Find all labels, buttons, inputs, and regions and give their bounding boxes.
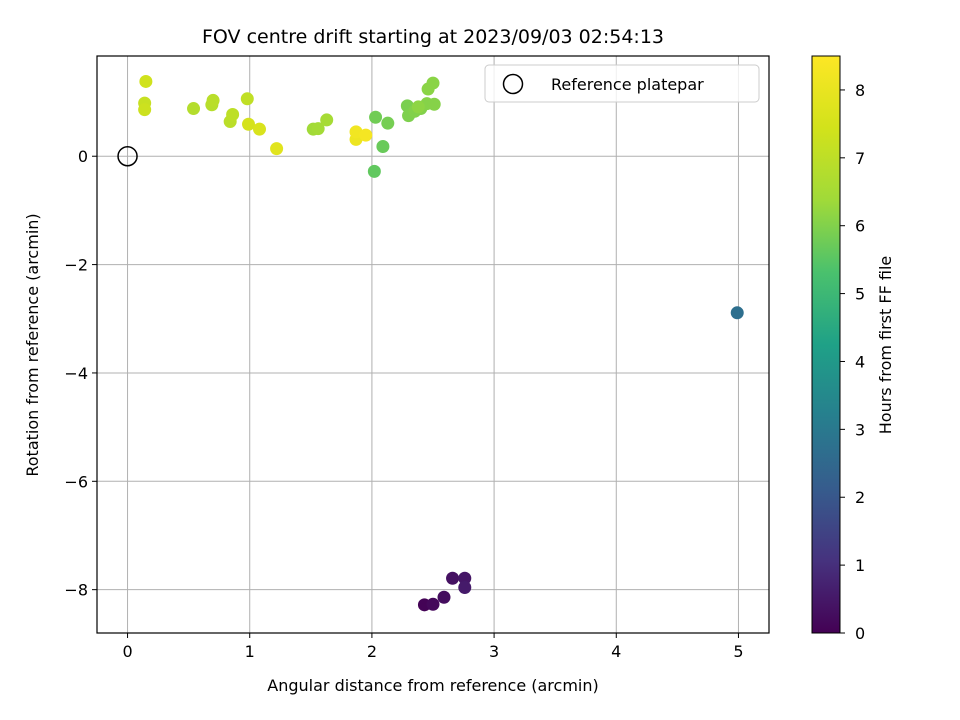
scatter-point: [349, 125, 363, 139]
scatter-point: [411, 100, 425, 114]
plot-area: [97, 56, 769, 633]
scatter-point: [206, 93, 220, 107]
colorbar-tick-label: 7: [855, 149, 865, 168]
scatter-point: [367, 164, 381, 178]
y-tick-label: −4: [64, 364, 88, 383]
x-axis-ticks: 0 1 2 3 4 5: [122, 633, 744, 661]
reference-platepar-marker: [117, 145, 138, 167]
y-axis-ticks: 0 −2 −4 −6 −8: [64, 147, 97, 600]
scatter-point: [240, 92, 254, 106]
scatter-point: [187, 102, 201, 116]
plot-frame: [96, 55, 770, 634]
colorbar-ticks: 0 1 2 3 4 5 6 7 8: [840, 81, 865, 643]
chart-title: FOV centre drift starting at 2023/09/03 …: [202, 26, 664, 48]
colorbar-tick-label: 6: [855, 217, 865, 236]
colorbar-tick-label: 3: [855, 420, 865, 439]
x-tick-label: 2: [367, 642, 377, 661]
scatter-point: [446, 571, 460, 585]
x-axis-label: Angular distance from reference (arcmin): [267, 676, 598, 695]
grid: [97, 56, 769, 633]
scatter-point: [320, 113, 334, 127]
colorbar-tick-label: 4: [855, 352, 865, 371]
x-tick-label: 0: [122, 642, 132, 661]
legend-box: [484, 64, 760, 103]
legend-label-reference: Reference platepar: [551, 75, 704, 94]
scatter-point: [138, 103, 152, 117]
scatter-point: [458, 580, 472, 594]
x-tick-label: 1: [245, 642, 255, 661]
scatter-point: [359, 128, 373, 142]
scatter-point: [369, 110, 383, 124]
legend-reference-marker: [502, 73, 524, 95]
colorbar-label: Hours from first FF file: [876, 256, 895, 435]
scatter-point: [311, 122, 325, 136]
y-tick-label: −8: [64, 581, 88, 600]
colorbar-tick-label: 5: [855, 285, 865, 304]
x-tick-label: 3: [489, 642, 499, 661]
legend: Reference platepar: [484, 64, 760, 103]
scatter-points: [138, 74, 744, 612]
scatter-point: [381, 116, 395, 130]
colorbar-tick-label: 2: [855, 488, 865, 507]
scatter-point: [253, 122, 267, 136]
scatter-point: [426, 76, 440, 90]
scatter-point: [458, 571, 472, 585]
y-tick-label: −6: [64, 472, 88, 491]
scatter-point: [139, 74, 153, 88]
scatter-point: [427, 97, 441, 111]
scatter-point: [376, 139, 390, 153]
y-tick-label: 0: [78, 147, 88, 166]
scatter-point: [426, 597, 440, 611]
x-tick-label: 5: [733, 642, 743, 661]
scatter-point: [437, 590, 451, 604]
colorbar-tick-label: 1: [855, 556, 865, 575]
scatter-point: [730, 306, 744, 320]
colorbar-tick-label: 0: [855, 624, 865, 643]
scatter-point: [226, 108, 240, 122]
scatter-point: [242, 117, 256, 131]
y-axis-label: Rotation from reference (arcmin): [23, 213, 42, 476]
colorbar: 0 1 2 3 4 5 6 7 8 Hours from first FF file: [811, 55, 895, 643]
y-tick-label: −2: [64, 256, 88, 275]
scatter-point: [270, 142, 284, 156]
x-tick-label: 4: [611, 642, 621, 661]
colorbar-gradient: [811, 55, 841, 634]
colorbar-tick-label: 8: [855, 81, 865, 100]
